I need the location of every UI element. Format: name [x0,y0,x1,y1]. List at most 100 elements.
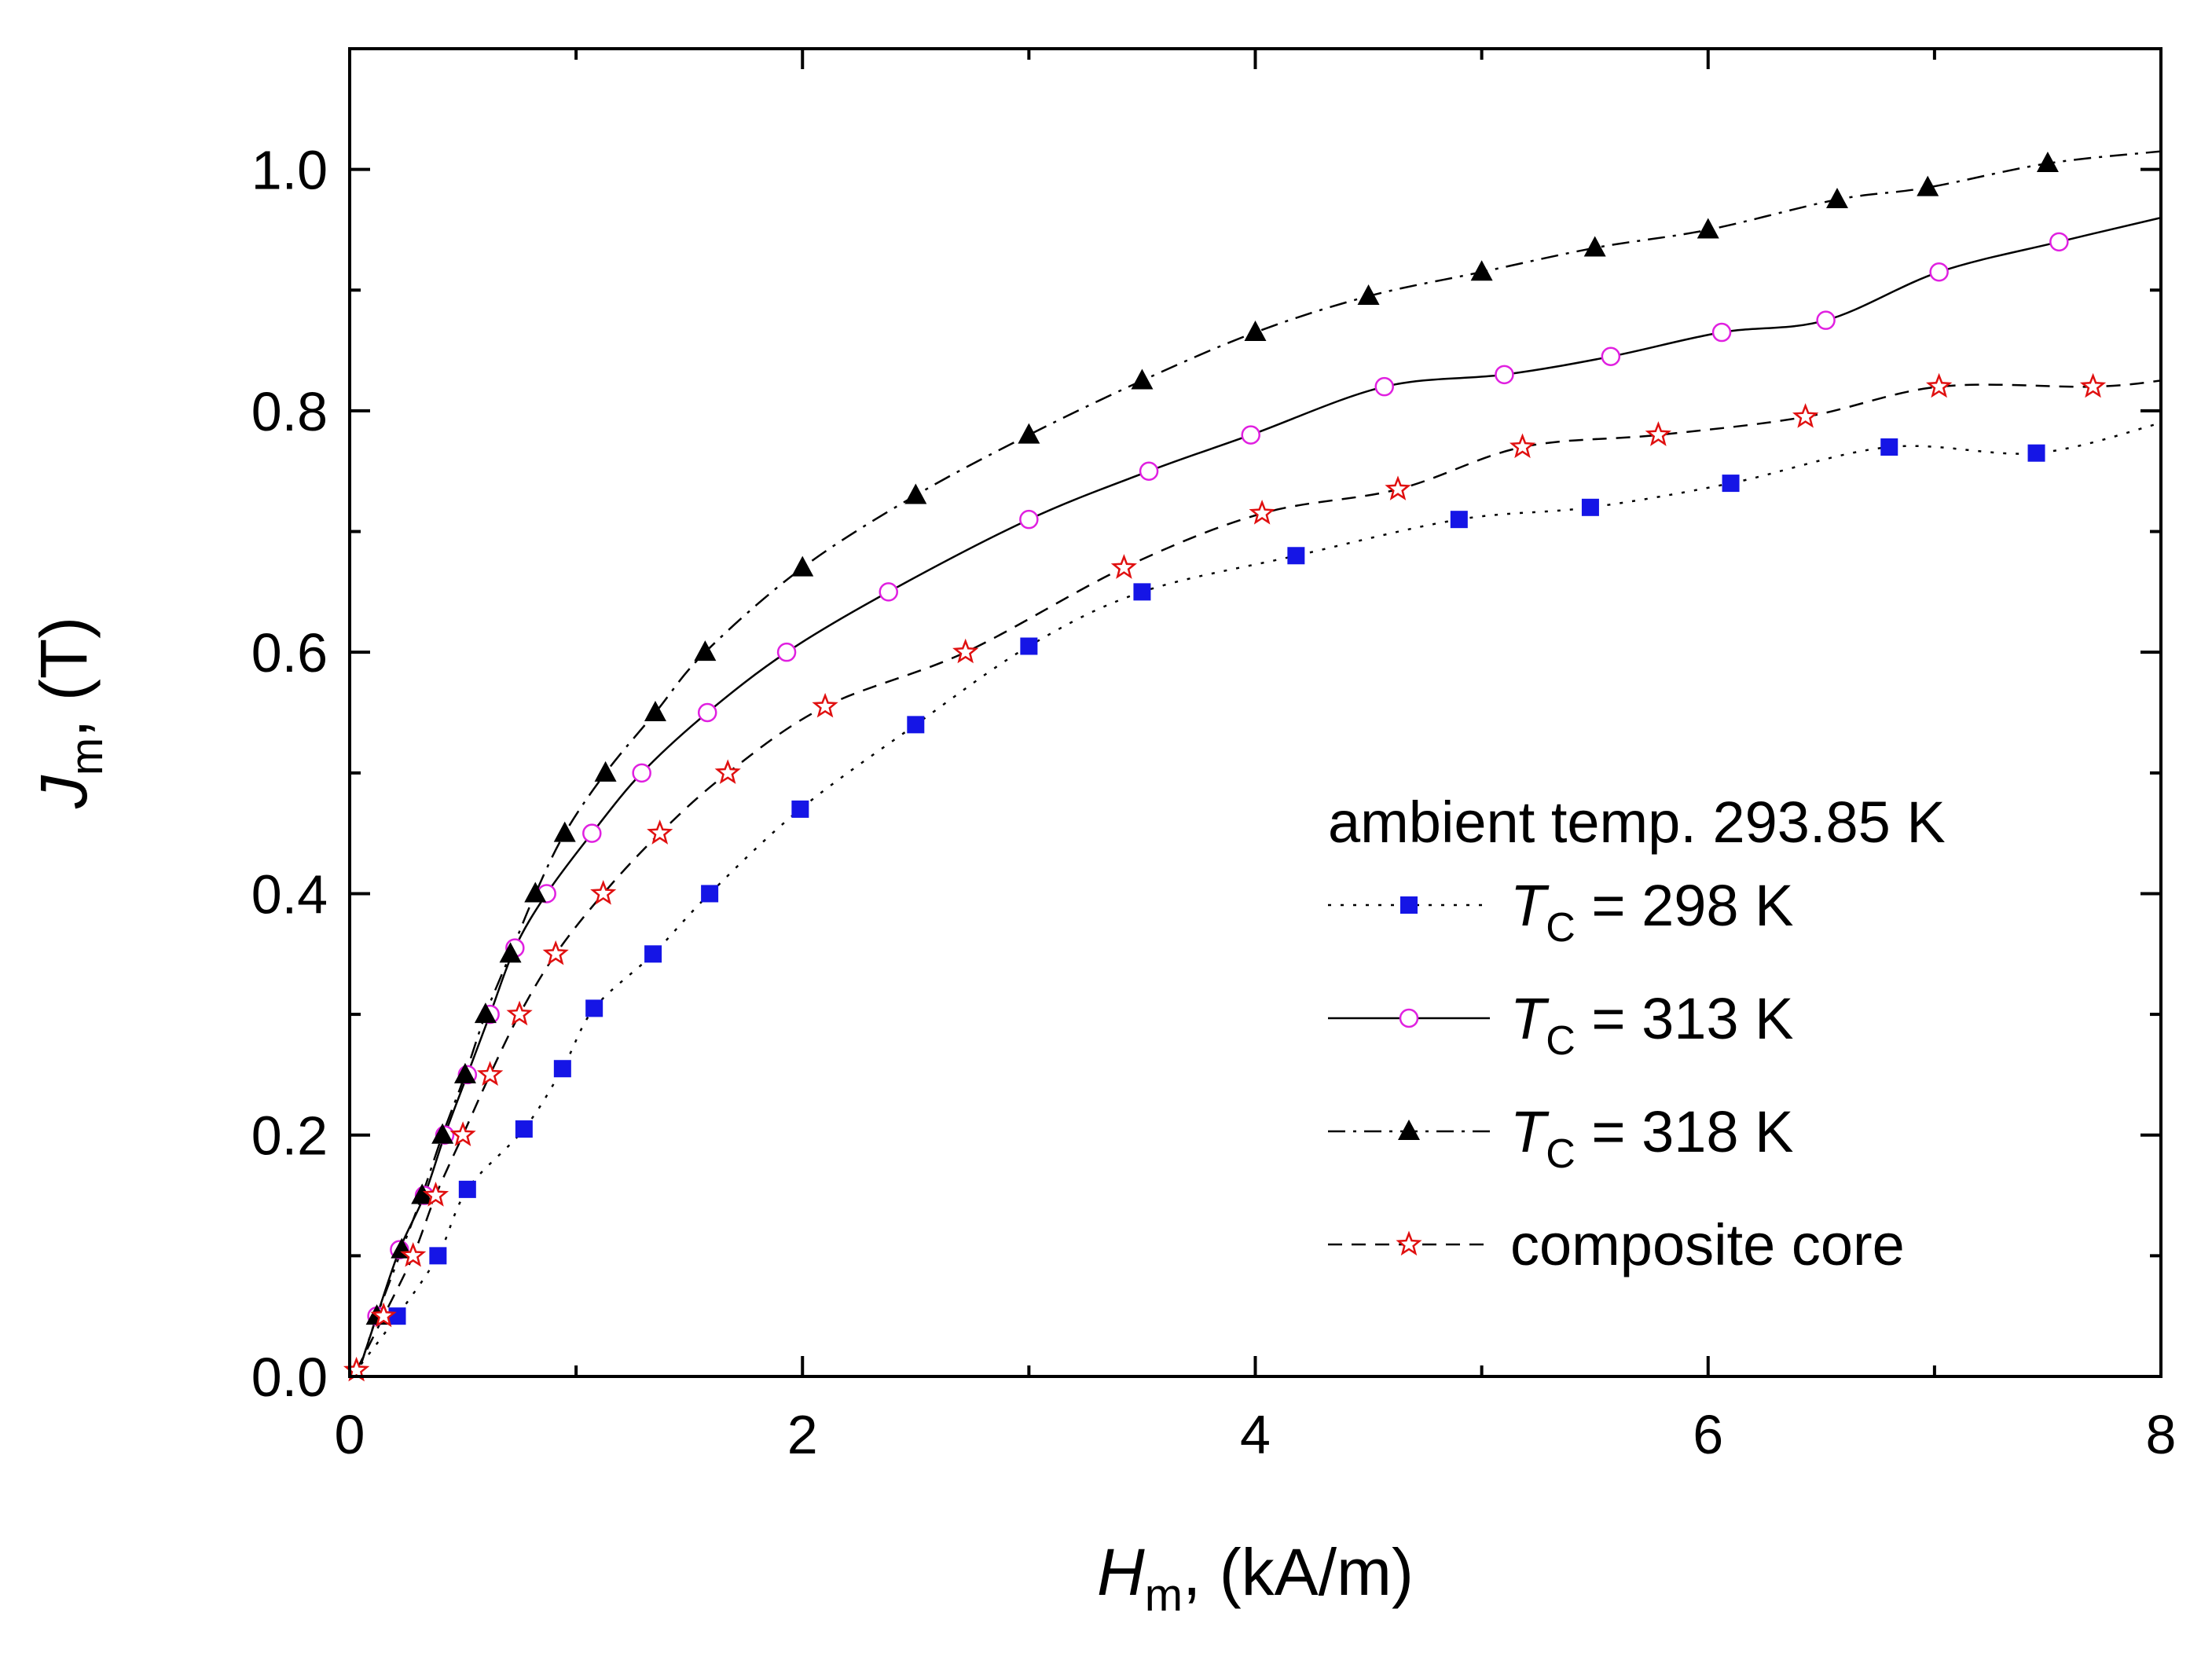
series-0-point [429,1247,447,1265]
series-0-point [644,945,662,963]
series-3-point [476,1061,504,1087]
series-3-point [1249,500,1275,525]
series-1-point [582,823,602,843]
series-2-point [431,1123,454,1144]
y-axis-title-main: J [27,775,101,809]
series-3-point [2079,372,2107,398]
series-0-point [1581,498,1599,516]
series-2-point [1131,368,1154,390]
series-0-point [458,1180,476,1198]
series-0-point [1880,438,1898,456]
legend-marker [1400,896,1418,914]
y-tick-label: 1.0 [251,140,328,201]
series-1-point [632,763,651,783]
series-3-point [1385,475,1411,500]
x-tick-label: 2 [787,1404,818,1465]
series-0-point [585,999,603,1017]
series-3-point [1925,372,1953,398]
series-1-point [1816,310,1836,330]
series-2-point [644,701,666,721]
series-1-point [1601,346,1621,367]
y-tick-label: 0.8 [251,381,328,442]
series-2-point [1470,260,1493,281]
series-2-point [594,761,617,782]
series-2-point [791,555,814,577]
y-tick-label: 0.4 [251,863,328,925]
legend-marker [1399,1008,1419,1028]
series-0-point [1133,583,1151,601]
series-line-1 [360,216,2162,1365]
legend-marker [1398,1120,1420,1140]
x-axis-title: Hm, (kA/m) [1097,1535,1414,1621]
plot-frame [348,47,2162,1378]
series-0-point [1020,637,1038,655]
series-0-point [2027,444,2045,462]
y-axis-title-rest: , (T) [27,617,101,738]
x-axis-title-main: H [1097,1535,1145,1609]
legend-entry-2: TC = 318 K [1328,1099,1793,1177]
x-tick-label: 6 [1693,1404,1723,1465]
series-3-point [812,692,838,718]
x-tick-label: 4 [1240,1404,1271,1465]
series-1-point [2049,232,2069,252]
series-2-point [1825,188,1848,209]
y-tick-label: 0.2 [251,1105,328,1167]
series-0-point [553,1060,571,1078]
series-3-point [714,759,741,784]
axis-ticks [348,47,2162,1378]
series-1-point [1019,509,1039,530]
series-3-point [506,1000,533,1026]
series-2-point [524,881,547,903]
series-2-point [1018,423,1040,444]
legend-entry-1: TC = 313 K [1328,986,1793,1064]
series-0-point [1722,475,1740,493]
series-3-point [1509,433,1536,459]
legend-marker [1396,1230,1422,1256]
y-axis-title-sub: m [61,738,112,775]
legend-title: ambient temp. 293.85 K [1328,790,1946,855]
series-3-point [590,880,617,905]
series-0-point [791,800,809,818]
series-1-point [879,582,898,602]
series-1-point [776,642,797,662]
series-1-point [1495,365,1514,385]
y-tick-label: 0.6 [251,622,328,684]
series-3-point [400,1241,427,1267]
legend-label: TC = 298 K [1510,873,1793,951]
x-axis-title-sub: m [1145,1570,1183,1621]
tick-labels: 0 2 4 6 8 0.0 0.2 0.4 0.6 0.8 1.0 [251,140,2177,1465]
series-1-point [1139,461,1159,481]
legend: ambient temp. 293.85 K TC = 298 K TC = 31… [1328,790,1946,1277]
series-2-point [553,821,576,842]
series-1-point [697,702,717,723]
legend-entry-0: TC = 298 K [1328,873,1793,951]
series-2-point [1357,284,1380,305]
series-2-point [1244,321,1267,342]
series-1-point [1241,425,1260,445]
legend-label: TC = 318 K [1510,1099,1793,1177]
series-2-point [694,640,717,662]
series-3-point [449,1121,476,1146]
series-0-point [907,716,925,734]
series-2-point [453,1062,476,1083]
series-2-point [1697,218,1719,239]
series-2-point [411,1183,434,1204]
series-3-point [542,940,569,966]
x-tick-label: 8 [2146,1404,2177,1465]
series-2-point [474,1002,497,1024]
series-1-point [1711,322,1732,343]
legend-label: TC = 313 K [1510,986,1793,1064]
y-tick-label: 0.0 [251,1347,328,1408]
series-2-point [904,483,927,504]
series-3-point [647,819,673,845]
series-2-point [1917,175,1939,196]
series-3-point [1110,554,1138,579]
legend-label: composite core [1510,1212,1905,1277]
series-3-point [952,638,979,664]
series-0-point [515,1120,533,1138]
series-0-point [1450,511,1468,529]
series-2-point [2036,151,2059,172]
series-3-point [422,1181,449,1207]
series-3-point [370,1302,397,1328]
